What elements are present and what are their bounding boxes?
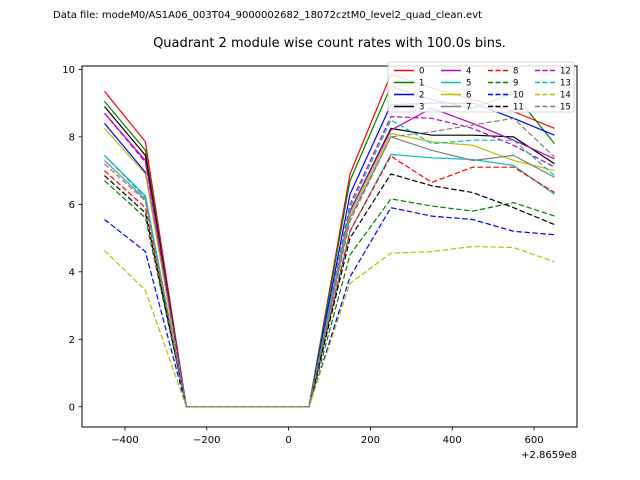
legend-frame	[387, 61, 575, 113]
series-line-2	[104, 102, 555, 408]
legend-label-15: 15	[560, 103, 571, 113]
x-tick-label: 600	[524, 435, 543, 446]
data-file-text: Data file: modeM0/AS1A06_003T04_90000026…	[53, 10, 482, 21]
legend-label-2: 2	[419, 91, 424, 101]
series-line-3	[104, 106, 555, 408]
legend-label-14: 14	[560, 91, 571, 101]
series-line-13	[104, 119, 555, 408]
legend-label-11: 11	[513, 103, 524, 113]
y-axis-ticks: 0 2 4 6 8 10	[62, 65, 82, 413]
legend-label-6: 6	[466, 91, 471, 101]
legend-label-0: 0	[419, 67, 424, 77]
y-tick-label: 8	[69, 132, 75, 143]
legend-label-9: 9	[513, 79, 518, 89]
y-tick-label: 0	[69, 402, 75, 413]
legend-label-7: 7	[466, 103, 471, 113]
legend-label-3: 3	[419, 103, 424, 113]
series-line-0	[104, 73, 555, 408]
x-tick-label: 400	[443, 435, 462, 446]
x-tick-label: −400	[111, 435, 138, 446]
legend-label-4: 4	[466, 67, 471, 77]
plot-title: Quadrant 2 module wise count rates with …	[153, 36, 506, 51]
x-tick-label: −200	[193, 435, 220, 446]
series-line-8	[104, 155, 555, 408]
y-tick-label: 2	[69, 335, 75, 346]
series-line-4	[104, 107, 555, 408]
legend-label-5: 5	[466, 79, 471, 89]
y-tick-label: 10	[62, 65, 75, 76]
series-line-12	[104, 112, 555, 408]
legend-label-1: 1	[419, 79, 424, 89]
series-line-5	[104, 153, 555, 408]
x-axis-ticks: −400 −200 0 200 400 600	[111, 427, 544, 446]
legend-label-13: 13	[560, 79, 571, 89]
series-line-10	[104, 207, 555, 408]
series-lines-group	[104, 73, 555, 408]
legend-label-10: 10	[513, 91, 524, 101]
legend-label-8: 8	[513, 67, 518, 77]
x-tick-label: 0	[285, 435, 291, 446]
x-axis-offset-label: +2.8659e8	[521, 450, 577, 461]
legend-label-12: 12	[560, 67, 571, 77]
series-line-14	[104, 245, 555, 408]
x-tick-label: 200	[361, 435, 380, 446]
y-tick-label: 6	[69, 200, 75, 211]
plot-area-frame	[81, 65, 578, 428]
y-tick-label: 4	[69, 267, 75, 278]
series-line-15	[104, 117, 555, 408]
